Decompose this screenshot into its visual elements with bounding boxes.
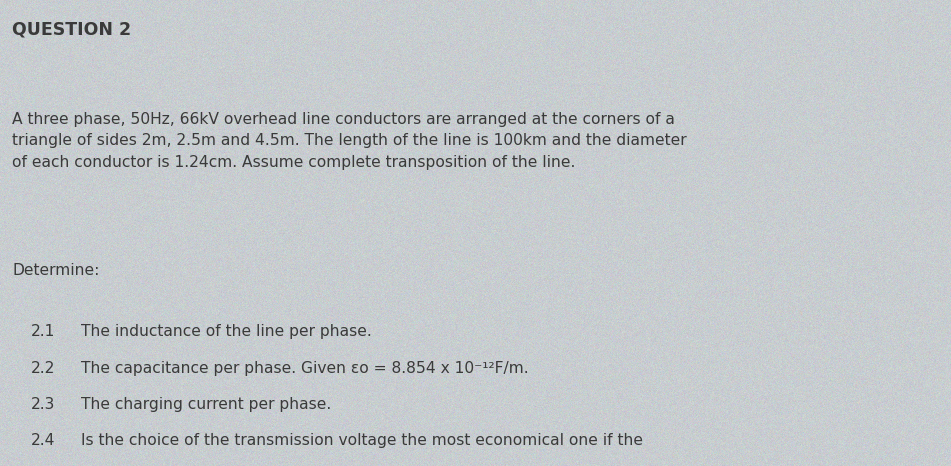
Text: 2.3: 2.3: [30, 397, 55, 412]
Text: The inductance of the line per phase.: The inductance of the line per phase.: [81, 324, 372, 339]
Text: QUESTION 2: QUESTION 2: [12, 21, 131, 39]
Text: 2.2: 2.2: [30, 361, 55, 376]
Text: Is the choice of the transmission voltage the most economical one if the: Is the choice of the transmission voltag…: [81, 433, 643, 448]
Text: The charging current per phase.: The charging current per phase.: [81, 397, 331, 412]
Text: A three phase, 50Hz, 66kV overhead line conductors are arranged at the corners o: A three phase, 50Hz, 66kV overhead line …: [12, 112, 687, 170]
Text: Determine:: Determine:: [12, 263, 100, 278]
Text: The capacitance per phase. Given εo = 8.854 x 10⁻¹²F/m.: The capacitance per phase. Given εo = 8.…: [81, 361, 529, 376]
Text: 2.1: 2.1: [30, 324, 55, 339]
Text: 2.4: 2.4: [30, 433, 55, 448]
